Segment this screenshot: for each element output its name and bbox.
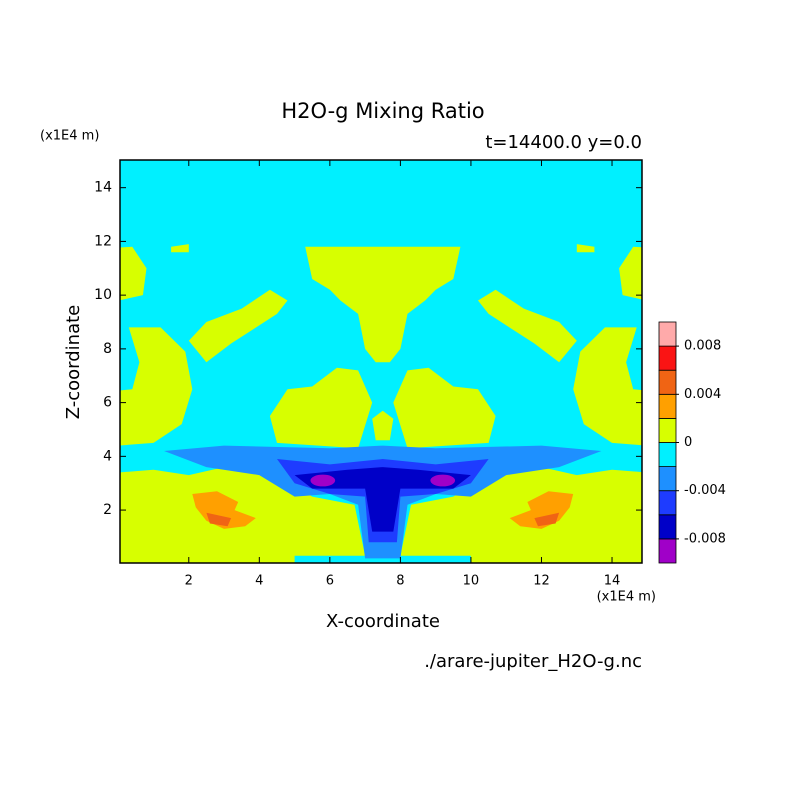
x-axis-label: X-coordinate [326, 611, 440, 632]
colorbar-segment [658, 369, 677, 395]
x-tick-label: 10 [463, 574, 480, 589]
source: ./arare-jupiter_H2O-g.nc [424, 651, 642, 672]
colorbar-segment [658, 321, 677, 347]
contour-region [372, 410, 394, 441]
y-unit: (x1E4 m) [40, 129, 99, 144]
colorbar-tick-label: 0.008 [684, 339, 721, 354]
contour-region [269, 367, 373, 449]
colorbar-tick-label: -0.008 [684, 531, 726, 546]
contour-region [305, 246, 461, 363]
subtitle: t=14400.0 y=0.0 [485, 132, 642, 153]
contour-region [619, 246, 642, 300]
colorbar-tick-label: -0.004 [684, 483, 726, 498]
contour-region [478, 289, 577, 363]
x-tick-label: 14 [604, 574, 621, 589]
contour-region [576, 244, 595, 253]
contour-region [430, 474, 456, 487]
colorbar-segment [658, 490, 677, 516]
x-tick-label: 6 [326, 574, 334, 589]
y-tick-label: 6 [103, 395, 112, 411]
y-tick-label: 4 [103, 448, 112, 464]
y-tick-label: 10 [94, 287, 112, 303]
colorbar-tick-label: 0 [684, 435, 692, 450]
colorbar-segment [658, 514, 677, 540]
contour-region [393, 367, 496, 449]
colorbar-segment [658, 345, 677, 371]
y-tick-label: 2 [103, 502, 112, 518]
contour-region [120, 467, 642, 563]
contour-region [573, 327, 642, 446]
x-tick-label: 2 [185, 574, 193, 589]
contour-region [509, 491, 574, 529]
contour-region [120, 246, 147, 301]
colorbar-segment [658, 393, 677, 419]
y-tick-label: 12 [94, 233, 112, 249]
contour-region [294, 555, 471, 563]
colorbar-segment [658, 538, 677, 564]
contour-region [310, 474, 336, 487]
colorbar-segment [658, 442, 677, 468]
contour-region [534, 512, 560, 527]
colorbar-segment [658, 417, 677, 443]
y-tick-label: 8 [103, 341, 112, 357]
plot-frame [119, 159, 643, 564]
x-unit: (x1E4 m) [597, 590, 656, 605]
contour-field [120, 160, 642, 563]
y-tick-label: 14 [94, 180, 112, 196]
contour-region [171, 244, 189, 253]
contour-region [192, 491, 256, 529]
colorbar-segment [658, 466, 677, 492]
y-axis-label: Z-coordinate [63, 305, 84, 420]
contour-region [188, 289, 288, 363]
chart-title: H2O-g Mixing Ratio [281, 99, 484, 123]
contour-region [206, 512, 232, 527]
x-tick-label: 12 [533, 574, 550, 589]
colorbar-tick-label: 0.004 [684, 387, 721, 402]
x-tick-label: 4 [255, 574, 263, 589]
x-tick-label: 8 [396, 574, 404, 589]
contour-region [294, 467, 471, 532]
contour-region [120, 327, 193, 446]
